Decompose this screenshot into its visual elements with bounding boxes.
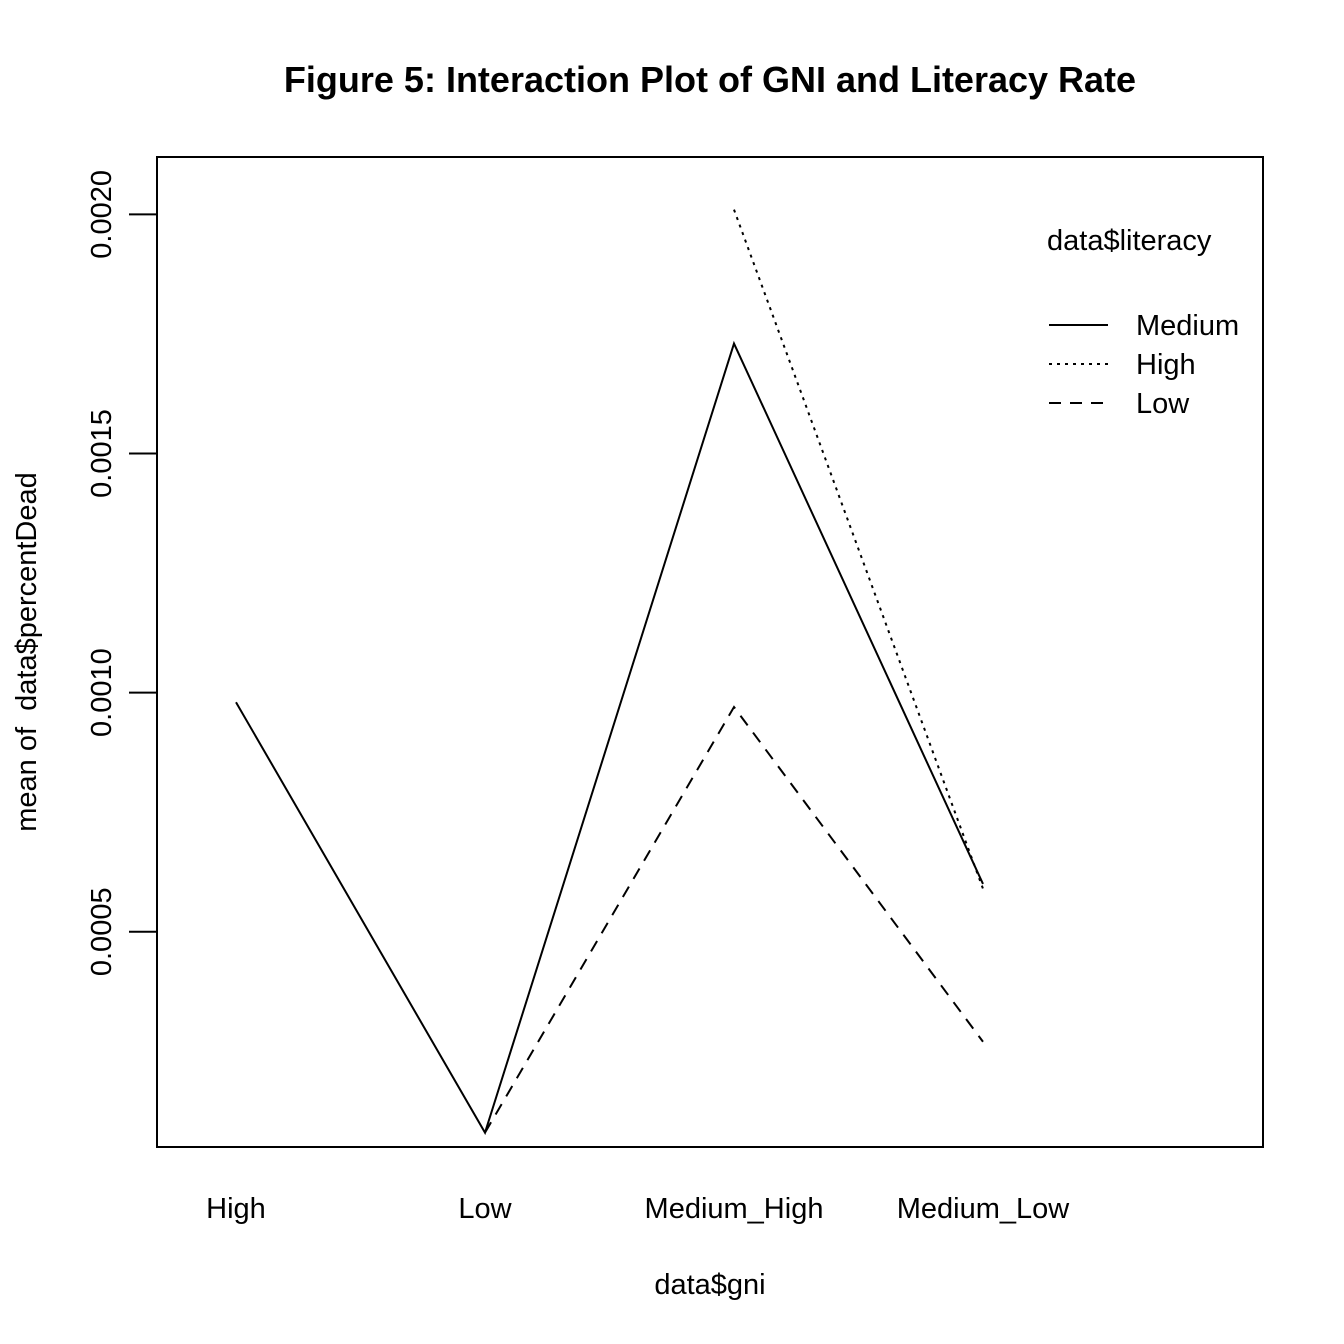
y-tick-label: 0.0020 xyxy=(86,170,118,259)
legend: data$literacy Medium High Low xyxy=(1047,225,1239,420)
y-tick-label: 0.0015 xyxy=(86,409,118,498)
y-tick-label: 0.0005 xyxy=(86,887,118,976)
chart-title: Figure 5: Interaction Plot of GNI and Li… xyxy=(284,59,1136,100)
series-line-medium xyxy=(235,340,984,1136)
series-layer xyxy=(235,209,984,1136)
x-tick-label: Low xyxy=(458,1193,512,1225)
x-tick-label: Medium_Low xyxy=(897,1193,1071,1225)
y-axis: 0.0005 0.0010 0.0015 0.0020 xyxy=(86,170,158,976)
x-tick-label: Medium_High xyxy=(645,1193,824,1225)
plot-frame xyxy=(156,156,1264,1148)
series-line-low xyxy=(484,705,984,1134)
x-axis: High Low Medium_High Medium_Low xyxy=(206,1193,1070,1225)
y-tick-label: 0.0010 xyxy=(86,648,118,737)
legend-title: data$literacy xyxy=(1047,225,1212,257)
y-axis-title: mean of data$percentDead xyxy=(11,472,43,832)
legend-label-medium: Medium xyxy=(1136,310,1239,342)
x-tick-label: High xyxy=(206,1193,266,1225)
legend-label-high: High xyxy=(1136,349,1196,381)
series-line-high xyxy=(733,209,984,890)
legend-label-low: Low xyxy=(1136,388,1190,420)
x-axis-title: data$gni xyxy=(654,1269,765,1301)
